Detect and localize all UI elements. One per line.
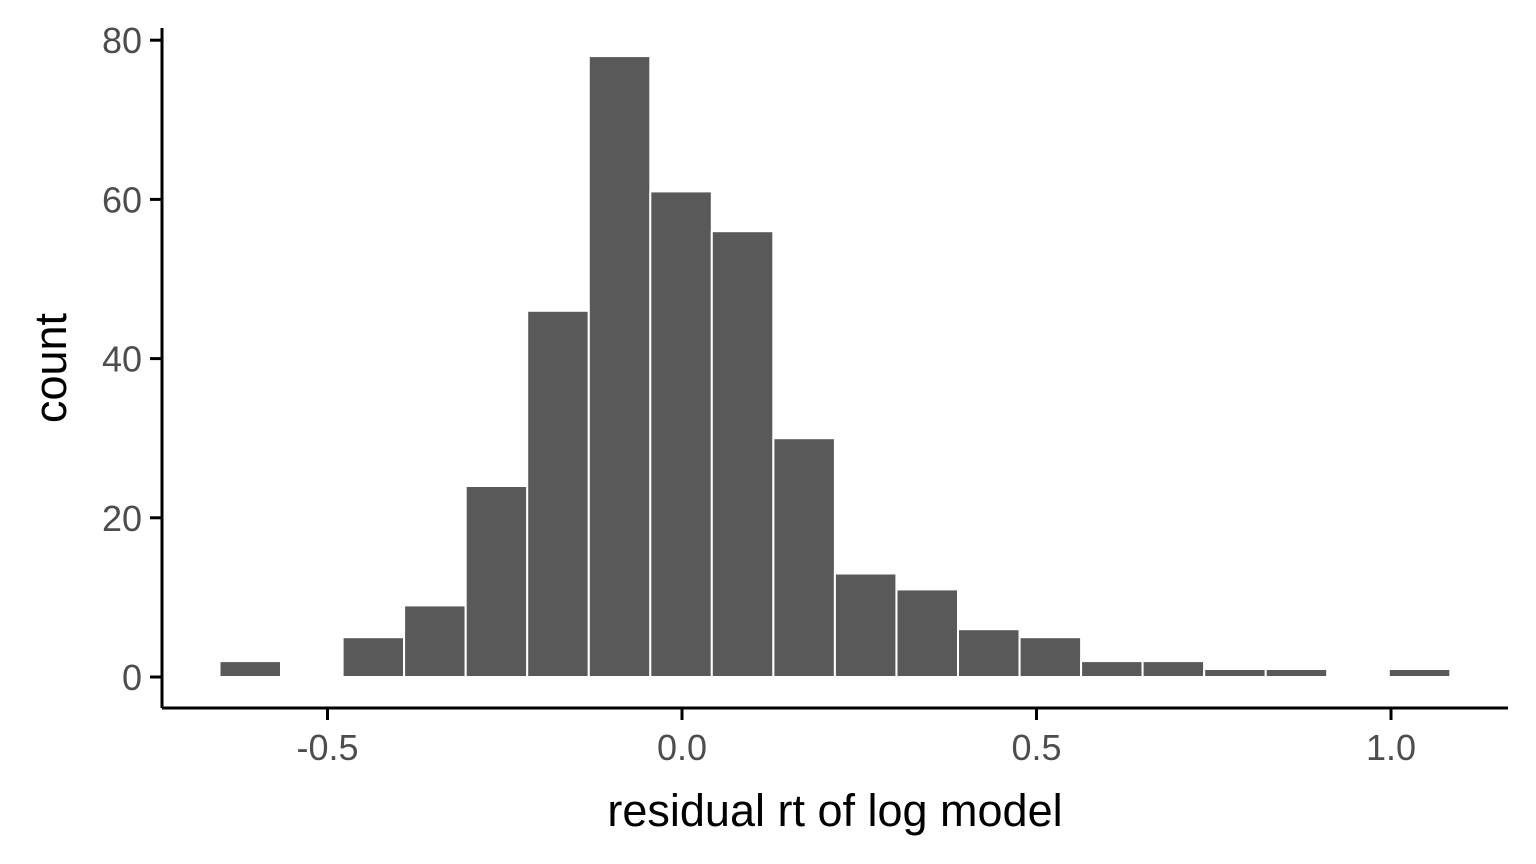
histogram-bar [957, 628, 1021, 679]
histogram-bar [1387, 668, 1452, 678]
histogram-bar [710, 230, 775, 678]
x-tick-label: 1.0 [1366, 727, 1416, 768]
histogram-bar [1018, 636, 1083, 679]
x-tick-label: 0.5 [1011, 727, 1061, 768]
x-tick-label: -0.5 [296, 727, 358, 768]
y-tick-label: 80 [102, 20, 142, 61]
histogram-bars [218, 55, 1452, 679]
x-axis-title: residual rt of log model [607, 785, 1062, 836]
y-tick-label: 20 [102, 498, 142, 539]
histogram-bar [649, 190, 713, 678]
histogram-bar [526, 309, 590, 678]
histogram-bar [772, 437, 836, 679]
histogram-bar [833, 572, 898, 678]
histogram-bar [587, 55, 652, 679]
y-axis-title: count [25, 312, 76, 423]
histogram-bar [218, 660, 282, 678]
x-tick-label: 0.0 [657, 727, 707, 768]
y-tick-label: 60 [102, 179, 142, 220]
histogram-bar [1141, 660, 1206, 678]
x-axis-ticks: -0.5 0.0 0.5 1.0 [296, 708, 1416, 768]
histogram-bar [341, 636, 406, 679]
y-tick-label: 0 [122, 657, 142, 698]
histogram-bar [1080, 660, 1144, 678]
histogram-bar [1264, 668, 1329, 678]
histogram-bar [895, 588, 959, 679]
y-axis-ticks: 0 20 40 60 80 [102, 20, 162, 698]
histogram-bar [1203, 668, 1267, 678]
y-tick-label: 40 [102, 339, 142, 380]
histogram-bar [403, 604, 467, 679]
histogram-bar [464, 485, 529, 678]
